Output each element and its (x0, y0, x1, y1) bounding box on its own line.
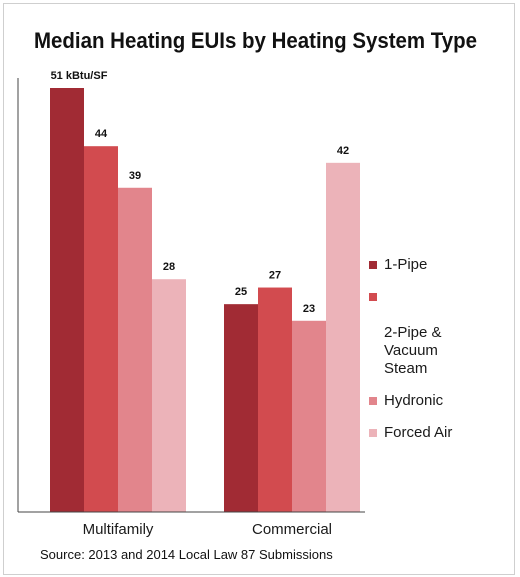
data-label-multifamily-forced-air: 28 (163, 261, 175, 273)
data-label-commercial-2-pipe-vacuum-steam: 27 (269, 270, 281, 282)
x-tick-label-multifamily: Multifamily (83, 521, 154, 538)
legend-swatch-forced-air (369, 429, 377, 437)
data-label-multifamily-hydronic: 39 (129, 170, 141, 182)
x-tick-label-commercial: Commercial (252, 521, 332, 538)
bar-commercial-2-pipe-vacuum-steam (258, 287, 292, 512)
bar-multifamily-1-pipe (50, 88, 84, 512)
legend-label-2-pipe-vacuum-steam: 2-Pipe & Vacuum Steam (384, 324, 442, 377)
legend-swatch-2-pipe-vacuum-steam (369, 293, 377, 301)
legend-label-1-pipe: 1-Pipe (384, 256, 428, 273)
legend-item-forced-air: Forced Air (369, 424, 509, 442)
data-label-multifamily-2-pipe-vacuum-steam: 44 (95, 128, 108, 140)
legend-label-hydronic: Hydronic (384, 392, 444, 409)
legend-item-2-pipe-vacuum-steam: 2-Pipe & Vacuum Steam (369, 288, 509, 378)
legend-item-1-pipe: 1-Pipe (369, 256, 509, 274)
data-label-commercial-forced-air: 42 (337, 145, 349, 157)
bar-multifamily-forced-air (152, 279, 186, 512)
bar-multifamily-2-pipe-vacuum-steam (84, 146, 118, 512)
bar-commercial-forced-air (326, 162, 360, 512)
chart-legend: 1-Pipe 2-Pipe & Vacuum Steam Hydronic Fo… (369, 256, 509, 456)
bar-commercial-1-pipe (224, 304, 258, 512)
bar-multifamily-hydronic (118, 187, 152, 512)
data-label-multifamily-1-pipe: 51 kBtu/SF (51, 70, 108, 82)
legend-label-forced-air: Forced Air (384, 424, 453, 441)
source-note: Source: 2013 and 2014 Local Law 87 Submi… (40, 547, 333, 562)
chart-title: Median Heating EUIs by Heating System Ty… (34, 28, 478, 53)
legend-item-hydronic: Hydronic (369, 392, 509, 410)
bar-commercial-hydronic (292, 320, 326, 512)
legend-swatch-1-pipe (369, 261, 377, 269)
data-label-commercial-hydronic: 23 (303, 303, 315, 315)
data-label-commercial-1-pipe: 25 (235, 286, 247, 298)
legend-swatch-hydronic (369, 397, 377, 405)
